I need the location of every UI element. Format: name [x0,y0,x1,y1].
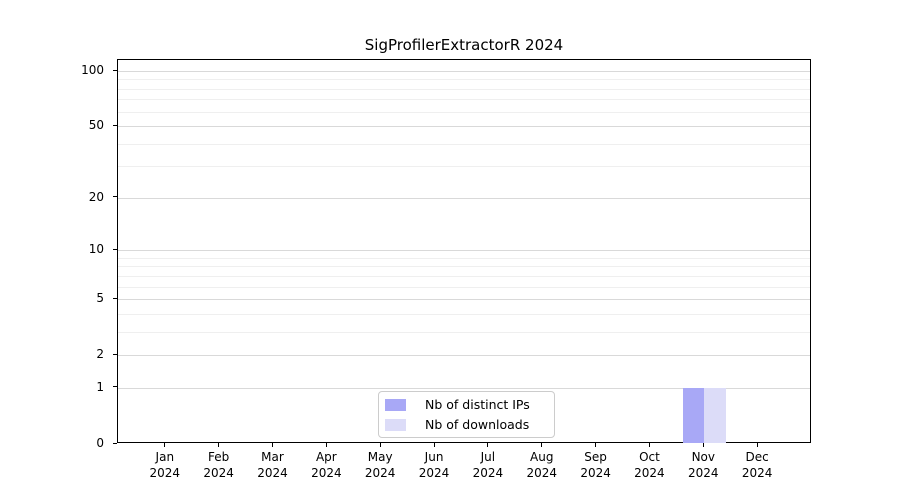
y-gridline-major [118,355,810,357]
x-tick-mark [541,443,543,447]
x-tick-label: Dec 2024 [741,450,773,480]
x-tick-mark [164,443,166,447]
y-tick-mark [113,297,117,299]
x-tick-label: Jul 2024 [472,450,504,480]
y-gridline-minor [118,266,810,268]
y-tick-mark [113,124,117,126]
x-tick-label: Apr 2024 [311,450,342,480]
y-tick-label: 5 [96,291,104,306]
y-tick-mark [113,196,117,198]
y-gridline-major [118,71,810,72]
y-gridline-minor [118,313,810,315]
x-tick-mark [487,443,489,447]
legend-item-distinct-ips: Nb of distinct IPs [385,397,546,412]
y-tick-label: 10 [88,242,104,257]
y-tick-mark [113,386,117,388]
y-gridline-major [118,387,810,389]
x-tick-label: Jun 2024 [418,450,450,480]
y-tick-label: 0 [96,436,104,450]
y-gridline-major [118,126,810,128]
x-tick-label: May 2024 [364,450,396,480]
y-tick-label: 20 [88,189,104,204]
x-tick-mark [218,443,220,447]
bar-nov-nb-of-downloads [704,387,726,443]
x-tick-mark [433,443,435,447]
legend-label-downloads: Nb of downloads [425,417,530,432]
x-tick-mark [595,443,597,447]
y-gridline-minor [118,286,810,288]
y-tick-mark [113,248,117,250]
y-tick-label: 100 [81,63,104,77]
x-tick-label: Feb 2024 [203,450,234,480]
y-gridline-minor [118,79,810,81]
x-tick-label: Oct 2024 [634,450,665,480]
x-tick-mark [379,443,381,447]
y-gridline-minor [118,111,810,113]
y-tick-mark [113,69,117,71]
x-tick-label: Mar 2024 [257,450,288,480]
gridlines-layer [118,60,810,442]
y-gridline-minor [118,99,810,101]
legend-swatch-downloads [385,418,406,431]
y-gridline-major [118,197,810,199]
y-gridline-minor [118,88,810,90]
y-gridline-major [118,299,810,301]
legend-swatch-distinct-ips [385,398,406,411]
y-gridline-minor [118,275,810,277]
x-tick-mark [648,443,650,447]
y-tick-label: 1 [96,379,104,394]
y-tick-mark [113,442,117,444]
y-gridline-minor [118,166,810,168]
x-tick-mark [702,443,704,447]
x-tick-label: Aug 2024 [526,450,558,480]
x-tick-mark [272,443,273,447]
chart-title: SigProfilerExtractorR 2024 [364,36,564,54]
bars-layer [118,60,810,443]
bar-nov-nb-of-distinct-ips [682,387,705,443]
y-gridline-minor [118,143,810,145]
x-tick-mark [756,443,758,447]
x-tick-label: Sep 2024 [580,450,611,480]
x-tick-mark [325,443,327,447]
x-tick-label: Jan 2024 [149,450,181,480]
y-tick-mark [113,353,117,355]
y-gridline-minor [118,257,810,259]
y-tick-label: 50 [88,118,104,133]
y-gridline-major [118,250,810,252]
y-gridline-minor [118,331,810,333]
x-tick-label: Nov 2024 [688,450,719,480]
legend-item-downloads: Nb of downloads [385,417,546,432]
legend-label-distinct-ips: Nb of distinct IPs [425,397,530,412]
legend: Nb of distinct IPs Nb of downloads [378,391,555,438]
y-tick-label: 2 [96,347,104,362]
plot-area [117,59,811,443]
